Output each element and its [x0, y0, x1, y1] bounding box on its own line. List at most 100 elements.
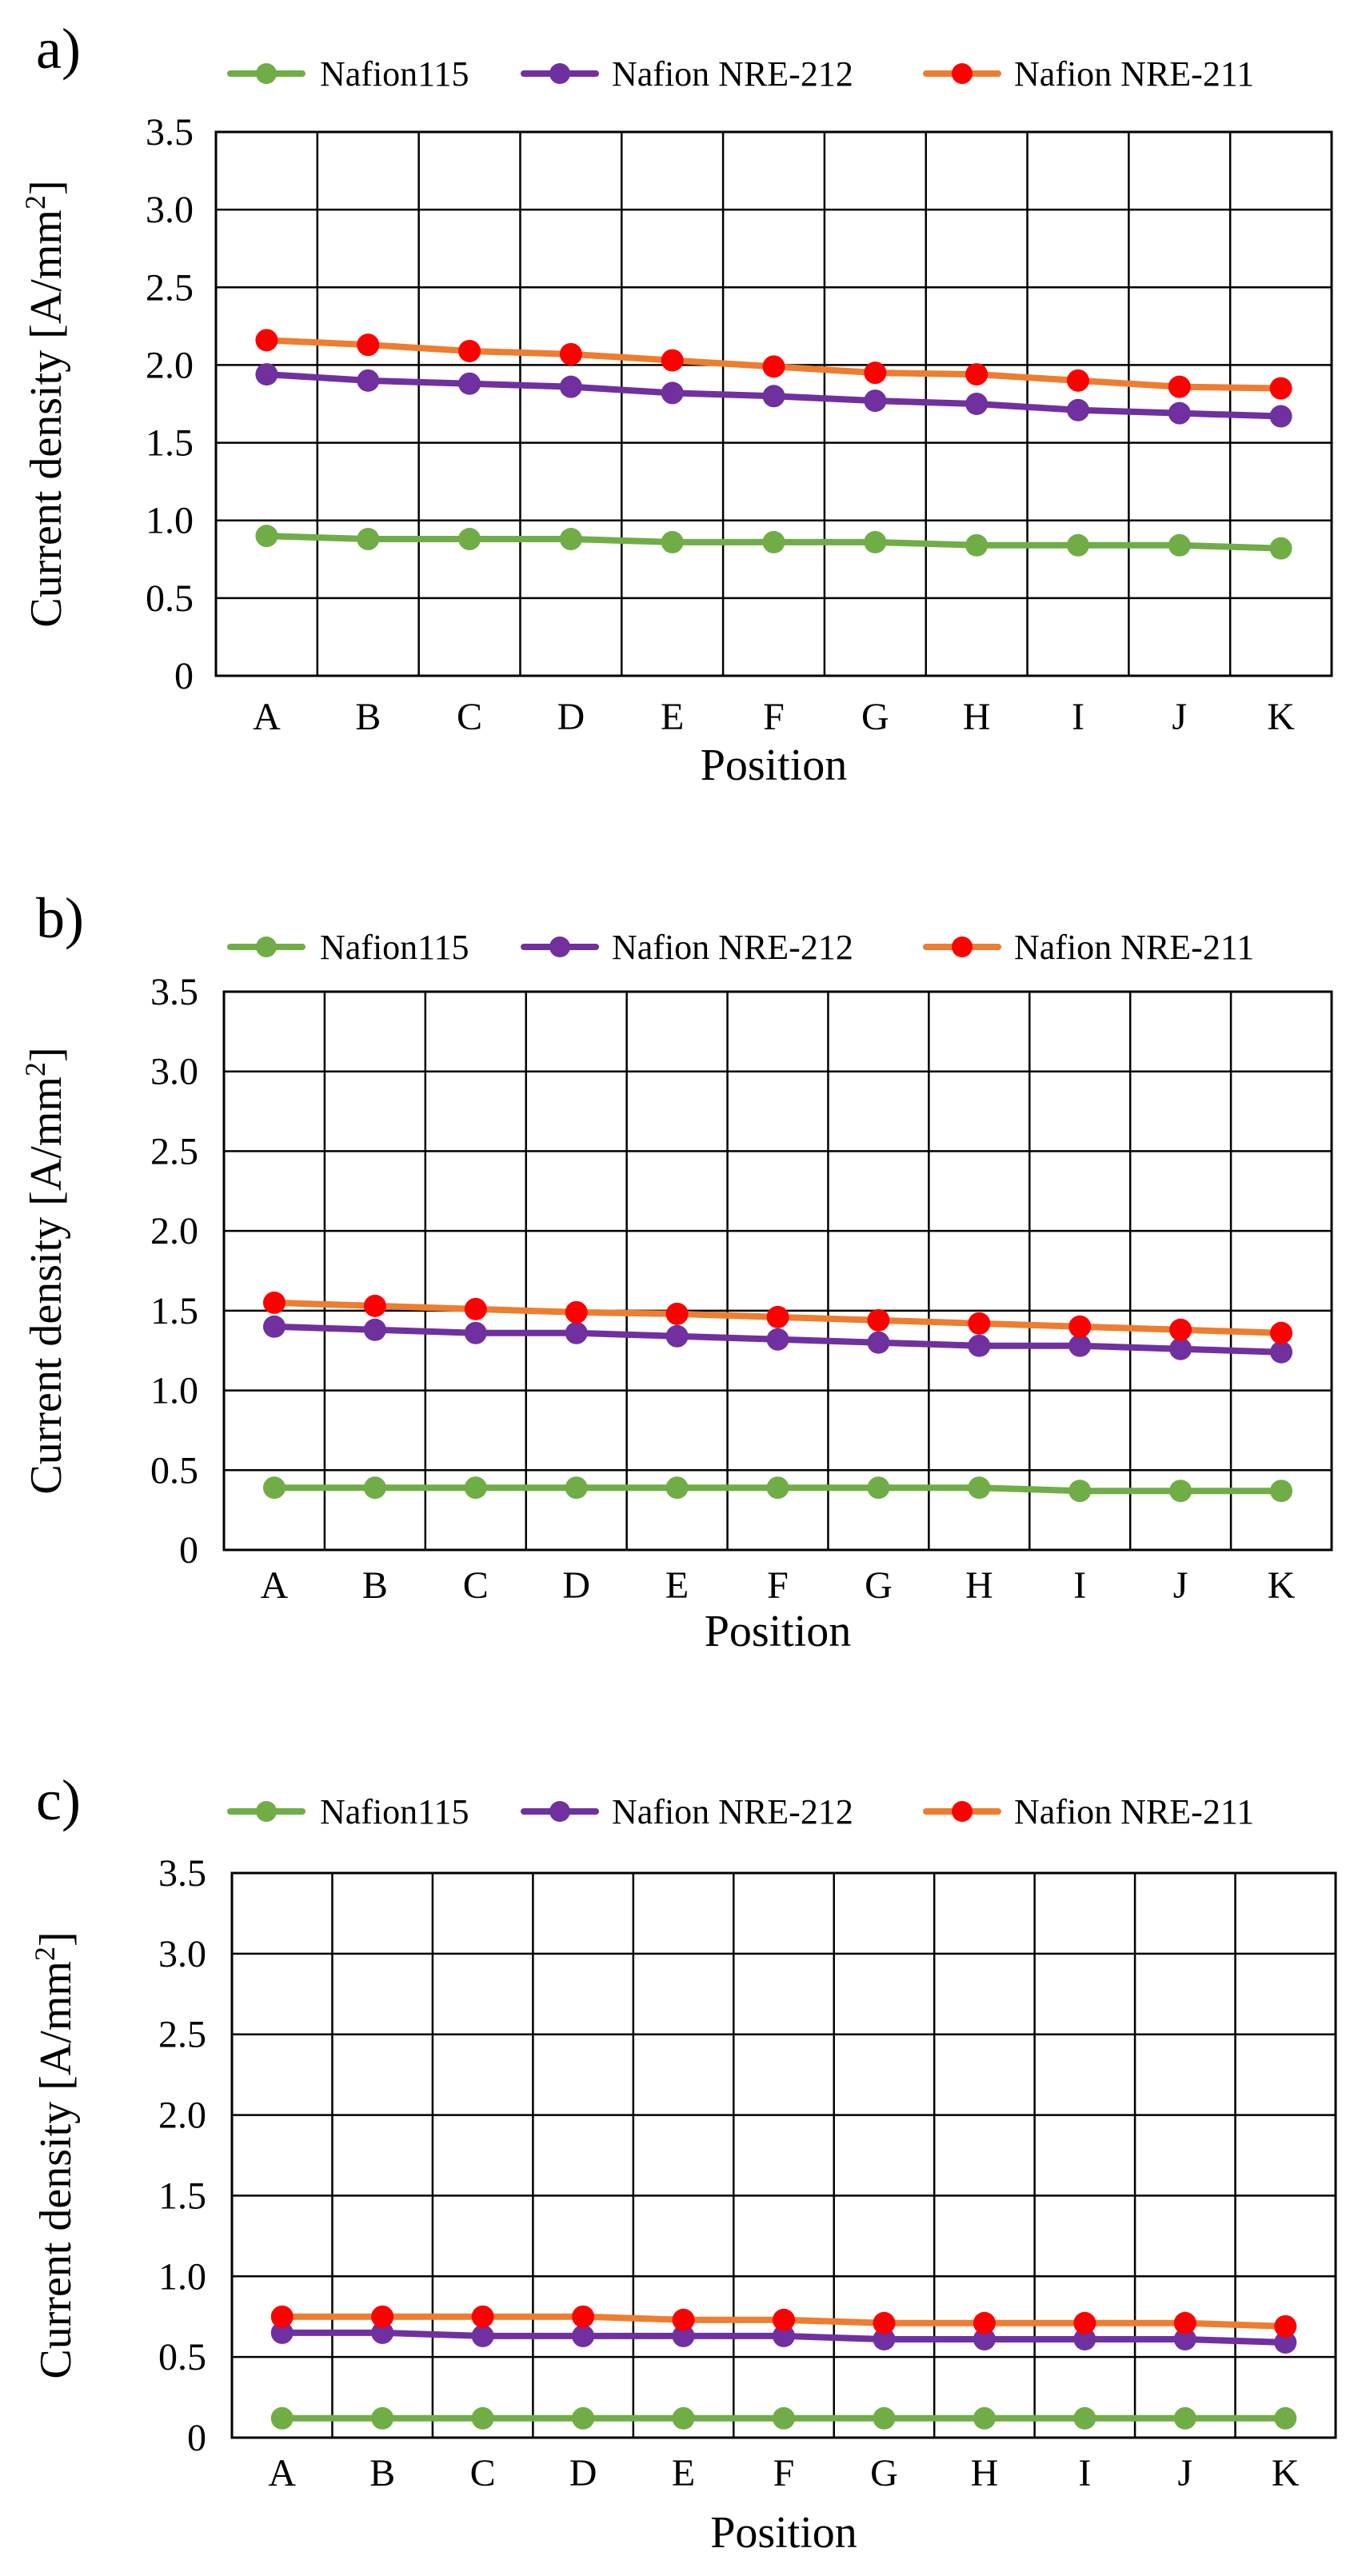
y-tick-label: 2.5	[150, 1130, 198, 1172]
data-point	[873, 2406, 896, 2430]
data-point	[262, 1476, 286, 1500]
data-point	[773, 2308, 795, 2331]
data-point	[270, 2406, 294, 2430]
y-tick-label: 0.5	[158, 2336, 206, 2378]
data-point	[1269, 405, 1292, 428]
legend-marker-swatch	[256, 63, 277, 84]
series-nafion115	[270, 2406, 1297, 2430]
data-point	[371, 2406, 394, 2430]
data-point	[1274, 2406, 1297, 2430]
y-axis-title-superscript: 2	[29, 1947, 61, 1961]
y-tick-label: 1.0	[150, 1370, 198, 1412]
y-axis-title-text: Current density [A/mm	[22, 1076, 71, 1495]
data-point	[973, 2327, 996, 2350]
data-point	[661, 349, 684, 372]
data-point	[363, 1476, 386, 1500]
data-point	[965, 393, 989, 415]
series-nafion-nre-212	[255, 363, 1292, 428]
legend-marker-swatch	[952, 1801, 973, 1822]
series-nafion-nre-211	[262, 1291, 1293, 1344]
x-tick-label: H	[963, 696, 991, 738]
data-point	[371, 2321, 394, 2344]
data-point	[255, 329, 278, 352]
x-tick-label: H	[971, 2452, 999, 2494]
chart-panel-c: c) Nafion115 Nafion NRE-212 Nafion NRE-211 0…	[29, 1768, 1337, 2558]
legend-label: Nafion NRE-211	[1014, 54, 1254, 94]
legend-item: Nafion115	[227, 54, 469, 94]
legend-marker-swatch	[256, 937, 277, 957]
data-point	[766, 1476, 789, 1500]
legend-label: Nafion NRE-212	[612, 54, 853, 94]
y-tick-label: 2.0	[158, 2095, 206, 2137]
y-axis-title-superscript: 2	[19, 1062, 51, 1076]
data-point	[559, 342, 582, 365]
y-axis-title: Current density [A/mm2]	[19, 1047, 71, 1494]
y-tick-label: 0.5	[146, 577, 194, 620]
data-point	[973, 2311, 996, 2334]
data-point	[766, 1328, 789, 1351]
x-tick-label: H	[965, 1564, 993, 1607]
legend-marker-swatch	[549, 937, 570, 957]
data-point	[773, 2324, 795, 2347]
y-tick-label: 3.0	[146, 189, 194, 231]
data-point	[255, 363, 278, 386]
plot-area-border	[230, 1871, 1337, 2439]
data-point	[471, 2406, 494, 2430]
data-point	[672, 2406, 695, 2430]
data-point	[1270, 1480, 1293, 1503]
legend-item: Nafion NRE-212	[521, 54, 853, 94]
x-tick-label: I	[1072, 696, 1084, 738]
legend-label: Nafion115	[320, 1792, 469, 1831]
y-tick-label: 1.0	[158, 2255, 206, 2298]
x-tick-label: J	[1177, 2452, 1192, 2494]
x-tick-label: C	[470, 2452, 496, 2494]
data-point	[357, 369, 380, 392]
data-point	[1274, 2314, 1297, 2338]
data-point	[873, 2327, 896, 2350]
data-point	[458, 528, 481, 551]
legend-marker-swatch	[549, 63, 570, 84]
legend-item: Nafion NRE-211	[923, 928, 1254, 967]
data-point	[867, 1476, 890, 1500]
y-tick-label: 3.5	[146, 111, 194, 154]
x-tick-label: C	[457, 696, 482, 738]
x-tick-label: K	[1268, 1564, 1296, 1607]
series-nafion-nre-211	[270, 2305, 1297, 2338]
data-point	[1168, 401, 1191, 425]
y-tick-label: 3.0	[158, 1933, 206, 1975]
y-axis-title-close: ]	[22, 1047, 71, 1062]
legend-label: Nafion NRE-211	[1014, 1792, 1254, 1831]
data-point	[471, 2305, 494, 2328]
y-tick-label: 3.0	[150, 1051, 198, 1093]
x-tick-label: D	[557, 696, 585, 738]
data-point	[357, 333, 380, 357]
x-axis-title: Position	[710, 2508, 857, 2558]
data-point	[773, 2406, 795, 2430]
data-point	[270, 2305, 294, 2328]
y-tick-label: 2.0	[150, 1210, 198, 1252]
data-point	[270, 2321, 294, 2344]
data-point	[1073, 2406, 1096, 2430]
data-point	[665, 1476, 689, 1500]
legend-marker-swatch	[549, 1801, 570, 1822]
data-point	[572, 2324, 595, 2347]
x-tick-label: D	[569, 2452, 597, 2494]
y-tick-label: 3.5	[158, 1852, 206, 1895]
x-tick-label: A	[268, 2452, 296, 2494]
y-axis-title-superscript: 2	[19, 195, 51, 210]
data-point	[1066, 369, 1089, 392]
data-point	[1168, 533, 1191, 557]
data-point	[255, 525, 278, 548]
data-point	[357, 528, 380, 551]
y-tick-label: 0	[187, 2417, 206, 2459]
data-point	[371, 2305, 394, 2328]
data-point	[262, 1291, 286, 1314]
data-point	[867, 1308, 890, 1332]
y-tick-label: 0.5	[150, 1449, 198, 1492]
data-point	[762, 385, 785, 408]
x-tick-label: F	[767, 1564, 789, 1607]
panel-label: b)	[36, 886, 84, 950]
x-tick-label: A	[261, 1564, 289, 1607]
chart-panel-a: a) Nafion115 Nafion NRE-212 Nafion NRE-211 0…	[19, 17, 1333, 790]
data-point	[458, 339, 481, 362]
